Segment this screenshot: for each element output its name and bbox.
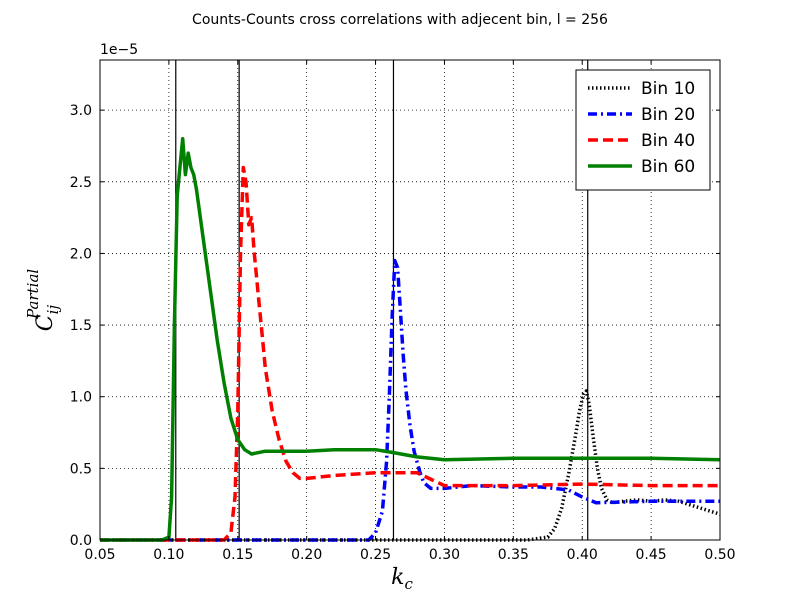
legend-label: Bin 40 (641, 131, 695, 151)
legend-label: Bin 20 (641, 105, 695, 125)
y-tick-label: 2.0 (70, 246, 92, 262)
y-tick-label: 3.0 (70, 103, 92, 119)
y-axis-label-main: C (33, 314, 58, 331)
y-tick-label: 0.5 (70, 461, 92, 477)
y-axis-label: CijPartial (24, 269, 62, 332)
x-tick-label: 0.05 (84, 547, 115, 563)
y-axis-label-sub: ij (44, 305, 62, 315)
x-tick-label: 0.30 (429, 547, 460, 563)
x-tick-label: 0.35 (498, 547, 529, 563)
y-tick-label: 0.0 (70, 533, 92, 549)
x-tick-label: 0.50 (704, 547, 735, 563)
y-axis-label-sup: Partial (24, 269, 42, 320)
chart-title: Counts-Counts cross correlations with ad… (192, 12, 608, 28)
series-line-bin-40 (100, 165, 720, 542)
series-line-bin-60 (100, 137, 721, 542)
x-axis-label-sub: c (404, 575, 413, 593)
plot-frame (99, 59, 721, 541)
y-offset-label: 1e−5 (100, 42, 138, 58)
legend-label: Bin 10 (641, 79, 695, 99)
x-axis-label-main: k (391, 565, 404, 590)
x-tick-label: 0.40 (567, 547, 598, 563)
series-lines (100, 137, 721, 542)
y-tick-label: 1.0 (70, 390, 92, 406)
x-tick-label: 0.10 (153, 547, 184, 563)
ticks: 0.05 0.10 0.15 0.20 0.25 0.30 0.35 0.40 0.45 0.50… (70, 60, 736, 563)
x-tick-label: 0.15 (222, 547, 253, 563)
x-axis-label: kc (391, 565, 413, 593)
y-tick-label: 2.5 (70, 175, 92, 191)
x-tick-label: 0.25 (360, 547, 391, 563)
x-tick-label: 0.45 (636, 547, 667, 563)
legend: Bin 10 Bin 20 Bin 40 Bin 60 (575, 69, 711, 191)
series-line-bin-20 (100, 258, 720, 542)
x-tick-label: 0.20 (291, 547, 322, 563)
y-tick-label: 1.5 (70, 318, 92, 334)
legend-label: Bin 60 (641, 157, 695, 177)
legend-box (575, 69, 711, 191)
